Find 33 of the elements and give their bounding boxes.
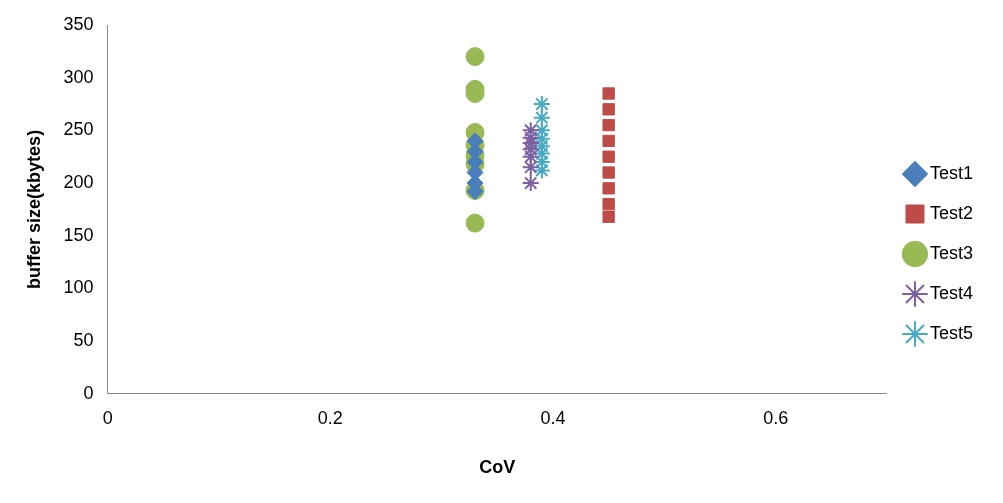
y-tick-label: 50 (73, 330, 94, 351)
y-axis-title: buffer size(kbytes) (23, 129, 44, 289)
point (602, 103, 615, 116)
y-tick-label: 100 (63, 277, 94, 298)
legend-label: Test1 (929, 162, 974, 183)
point (532, 108, 551, 127)
point (602, 134, 615, 148)
point (602, 118, 615, 132)
y-tick-label: 200 (63, 172, 94, 193)
point (602, 210, 615, 223)
point (465, 213, 485, 233)
point (602, 87, 615, 100)
y-tick-label: 350 (63, 13, 94, 34)
x-tick-label: 0 (102, 407, 113, 428)
y-tick-label: 0 (83, 382, 94, 403)
legend-label: Test5 (929, 322, 974, 343)
point (602, 150, 615, 163)
point (602, 166, 615, 179)
point (602, 182, 615, 195)
x-tick-label: 0.2 (317, 407, 343, 428)
x-axis-title: CoV (479, 457, 516, 478)
y-tick-label: 250 (63, 119, 94, 140)
x-tick-label: 0.6 (763, 407, 789, 428)
legend-label: Test2 (929, 202, 974, 223)
legend-label: Test4 (929, 282, 974, 303)
y-tick-label: 150 (63, 224, 94, 245)
point (465, 47, 485, 67)
y-tick-label: 300 (63, 66, 94, 87)
point (602, 197, 615, 211)
point (521, 158, 540, 177)
legend-label: Test3 (929, 242, 974, 263)
point (521, 174, 540, 193)
x-tick-label: 0.4 (540, 407, 566, 428)
